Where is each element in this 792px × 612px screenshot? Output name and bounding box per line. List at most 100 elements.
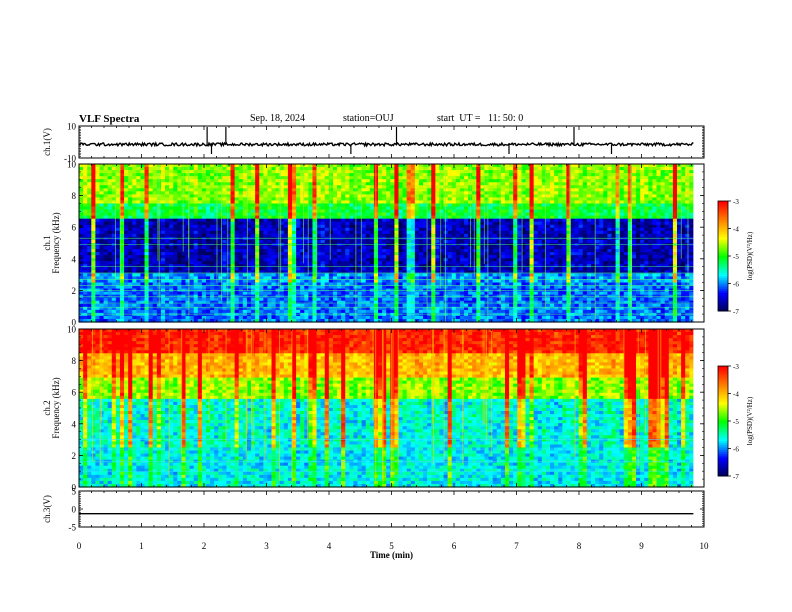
spectrogram-cell: [595, 206, 600, 211]
spectrogram-cell: [517, 212, 522, 217]
spectrogram-cell: [230, 239, 236, 244]
spectrogram-cell: [603, 252, 608, 256]
spectrogram-cell: [369, 200, 375, 205]
spectrogram-cell: [570, 182, 576, 186]
spectrogram-cell: [144, 194, 150, 199]
spectrogram-cell: [271, 215, 277, 220]
spectrogram-cell: [537, 185, 543, 189]
spectrogram-cell: [177, 230, 182, 235]
spectrogram-cell: [226, 227, 232, 232]
spectrogram-cell: [496, 233, 502, 238]
spectrogram-cell: [332, 167, 338, 171]
spectrogram-cell: [390, 206, 395, 211]
spectrogram-cell: [148, 227, 154, 232]
spectrogram-cell: [160, 249, 166, 253]
spectrogram-cell: [222, 209, 228, 214]
spectrogram-cell: [103, 167, 109, 171]
spectrogram-cell: [660, 227, 666, 232]
spectrogram-cell: [418, 191, 424, 195]
spectrogram-cell: [533, 194, 539, 199]
spectrogram-cell: [79, 212, 84, 217]
spectrogram-cell: [623, 246, 629, 250]
spectrogram-cell: [185, 173, 191, 177]
spectrogram-cell: [279, 227, 285, 232]
spectrogram-cell: [418, 227, 424, 232]
spectrogram-cell: [124, 221, 129, 226]
spectrogram-cell: [562, 224, 568, 229]
spectrogram-cell: [681, 173, 686, 177]
spectrogram-cell: [496, 194, 502, 199]
spectrogram-cell: [341, 218, 346, 223]
spectrogram-cell: [242, 264, 248, 268]
spectrogram-cell: [582, 261, 588, 265]
spectrogram-cell: [251, 209, 256, 214]
spectrogram-cell: [369, 249, 375, 253]
spectrogram-cell: [640, 191, 645, 195]
spectrogram-cell: [378, 215, 383, 220]
spectrogram-cell: [689, 218, 694, 223]
spectrogram-cell: [111, 182, 117, 186]
spectrogram-cell: [349, 261, 355, 265]
spectrogram-cell: [119, 200, 125, 205]
spectrogram-cell: [361, 200, 367, 205]
spectrogram-cell: [386, 221, 391, 226]
spectrogram-cell: [525, 173, 531, 177]
spectrogram-cell: [263, 212, 269, 217]
spectrogram-cell: [369, 185, 375, 189]
spectrogram-cell: [337, 249, 342, 253]
spectrogram-cell: [615, 252, 621, 256]
spectrogram-cell: [349, 206, 355, 211]
spectrogram-cell: [427, 176, 432, 180]
spectrogram-cell: [451, 233, 457, 238]
spectrogram-cell: [181, 264, 187, 268]
spectrogram-cell: [345, 188, 350, 192]
spectrogram-cell: [357, 197, 363, 202]
spectrogram-cell: [603, 233, 608, 238]
spectrogram-cell: [287, 224, 293, 229]
spectrogram-cell: [328, 218, 334, 223]
spectrogram-cell: [197, 182, 203, 186]
spectrogram-cell: [672, 194, 678, 199]
spectrogram-cell: [255, 252, 260, 256]
spectrogram-cell: [562, 221, 568, 226]
spectrogram-cell: [386, 194, 391, 199]
spectrogram-cell: [390, 239, 395, 244]
spectrogram-cell: [279, 252, 285, 256]
spectrogram-cell: [414, 215, 420, 220]
spectrogram-cell: [611, 236, 617, 241]
spectrogram-cell: [488, 261, 494, 265]
spectrogram-cell: [218, 227, 223, 232]
spectrogram-cell: [554, 233, 559, 238]
spectrogram-cell: [435, 212, 441, 217]
spectrogram-cell: [668, 194, 674, 199]
spectrogram-cell: [201, 233, 207, 238]
spectrogram-cell: [287, 179, 293, 183]
spectrogram-cell: [148, 261, 154, 265]
spectrogram-cell: [115, 264, 121, 268]
spectrogram-cell: [590, 215, 596, 220]
spectrogram-cell: [87, 224, 92, 229]
spectrogram-cell: [652, 191, 658, 195]
spectrogram-cell: [312, 230, 318, 235]
spectrogram-cell: [275, 236, 281, 241]
spectrogram-cell: [431, 215, 436, 220]
spectrogram-cell: [230, 227, 236, 232]
spectrogram-cell: [386, 252, 391, 256]
spectrogram-cell: [615, 233, 621, 238]
spectrogram-cell: [681, 218, 686, 223]
spectrogram-cell: [369, 233, 375, 238]
spectrogram-cell: [291, 191, 297, 195]
spectrogram-cell: [337, 170, 342, 174]
spectrogram-cell: [115, 261, 121, 265]
spectrogram-cell: [316, 236, 322, 241]
spectrogram-cells-1: [79, 164, 694, 323]
spectrogram-cell: [648, 200, 654, 205]
spectrogram-cell: [619, 170, 625, 174]
spectrogram-cell: [525, 221, 531, 226]
spectrogram-cell: [668, 218, 674, 223]
spectrogram-cell: [263, 197, 269, 202]
spectrogram-cell: [623, 188, 629, 192]
spectrogram-cell: [513, 173, 518, 177]
spectrogram-cell: [279, 185, 285, 189]
spectrogram-cell: [435, 164, 441, 168]
